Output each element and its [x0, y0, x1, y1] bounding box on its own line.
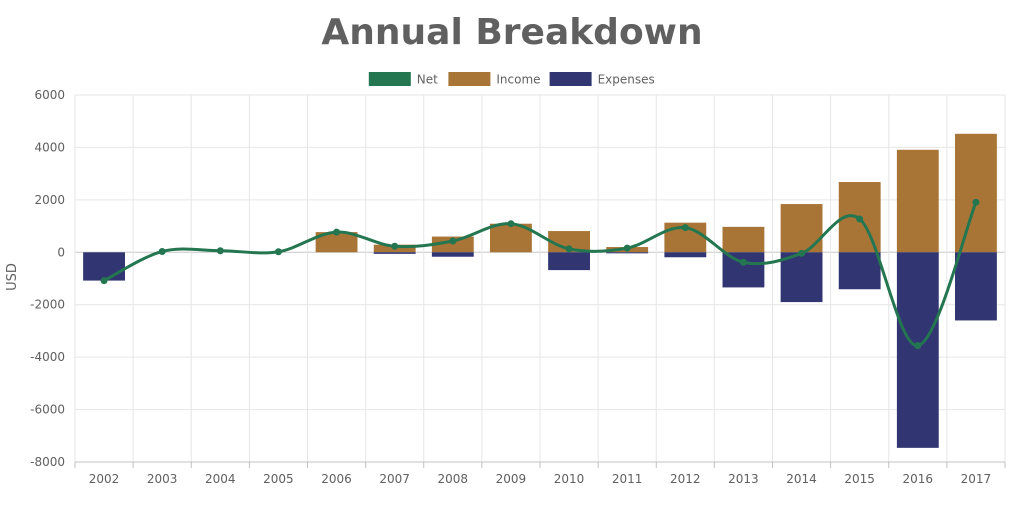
legend-swatch-net: [368, 72, 411, 86]
x-tick-label: 2015: [844, 472, 875, 486]
expenses-bar-2013: [722, 252, 765, 288]
y-tick-label: -4000: [30, 350, 65, 364]
chart-title: Annual Breakdown: [321, 12, 702, 53]
x-tick-label: 2016: [903, 472, 934, 486]
net-point-2005: [274, 248, 282, 256]
income-bar-2017: [955, 133, 997, 253]
net-point-2014: [798, 249, 806, 257]
x-tick-label: 2006: [321, 472, 352, 486]
expenses-bar-2016: [896, 252, 939, 448]
bar-layer: [83, 133, 997, 448]
net-point-2012: [681, 224, 689, 232]
y-tick-label: 0: [57, 245, 65, 259]
legend: Net Income Expenses: [368, 72, 655, 87]
x-tick-label: 2008: [438, 472, 469, 486]
y-tick-label: -6000: [30, 403, 65, 417]
x-tick-label: 2010: [554, 472, 585, 486]
legend-swatch-income: [448, 72, 491, 86]
x-tick-label: 2003: [147, 472, 178, 486]
expenses-bar-2008: [431, 252, 474, 257]
income-bar-2014: [780, 204, 823, 253]
expenses-bar-2014: [780, 252, 823, 303]
income-bar-2013: [722, 226, 765, 253]
x-tick-label: 2014: [786, 472, 817, 486]
expenses-bar-2011: [606, 252, 649, 254]
income-bar-2006: [315, 232, 358, 253]
legend-label-income: Income: [496, 73, 540, 87]
net-point-2013: [739, 258, 747, 266]
net-point-2003: [158, 247, 166, 255]
expenses-bar-2015: [838, 252, 881, 290]
y-axis-label: USD: [5, 263, 20, 291]
x-tick-label: 2007: [379, 472, 410, 486]
net-point-2004: [216, 247, 224, 255]
expenses-bar-2010: [548, 252, 590, 271]
net-point-2010: [565, 245, 573, 253]
net-point-2015: [856, 215, 864, 223]
net-point-2006: [333, 228, 341, 236]
legend-label-expenses: Expenses: [598, 73, 655, 87]
net-point-2011: [623, 244, 631, 252]
expenses-bar-2002: [83, 252, 125, 281]
legend-label-net: Net: [417, 73, 438, 87]
x-tick-label: 2009: [496, 472, 527, 486]
x-tick-label: 2005: [263, 472, 294, 486]
expenses-bar-2007: [373, 252, 416, 254]
expenses-bar-2012: [664, 252, 707, 258]
net-point-2008: [449, 237, 457, 245]
net-point-2016: [914, 342, 922, 350]
net-point-2002: [100, 277, 108, 285]
expenses-bar-2017: [955, 252, 997, 321]
net-point-2009: [507, 220, 515, 228]
x-tick-label: 2011: [612, 472, 643, 486]
y-tick-label: 2000: [34, 193, 65, 207]
y-tick-label: -2000: [30, 298, 65, 312]
y-tick-label: -8000: [30, 455, 65, 469]
line-layer: [100, 198, 980, 350]
net-point-2017: [972, 198, 980, 206]
x-tick-label: 2004: [205, 472, 236, 486]
legend-swatch-expenses: [549, 72, 592, 86]
x-tick-label: 2017: [961, 472, 992, 486]
income-bar-2016: [896, 149, 939, 253]
grid-layer: [74, 94, 1006, 463]
x-tick-label: 2002: [89, 472, 120, 486]
income-bar-2010: [548, 231, 590, 253]
x-tick-label: 2012: [670, 472, 701, 486]
axis-layer: 6000 4000 2000 0 -2000 -4000 -6000 -8000 2002 200…: [30, 88, 1006, 486]
y-tick-label: 6000: [34, 88, 65, 102]
net-point-2007: [391, 242, 399, 250]
y-tick-label: 4000: [34, 140, 65, 154]
x-tick-label: 2013: [728, 472, 759, 486]
